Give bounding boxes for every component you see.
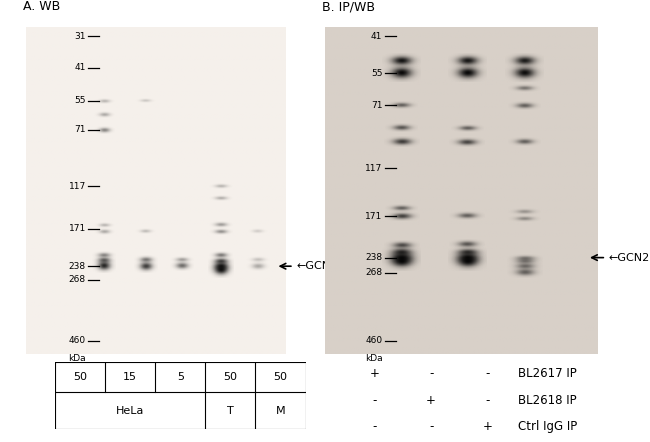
Text: kDa: kDa [365, 354, 382, 363]
Text: 71: 71 [74, 125, 86, 134]
Text: 15: 15 [124, 372, 137, 382]
Text: 55: 55 [74, 96, 86, 106]
Text: 50: 50 [224, 372, 237, 382]
Text: 50: 50 [73, 372, 87, 382]
Text: M: M [276, 405, 285, 415]
Text: -: - [429, 367, 434, 381]
Text: 460: 460 [365, 336, 382, 345]
Text: kDa: kDa [68, 354, 86, 363]
Text: -: - [485, 367, 489, 381]
Text: 268: 268 [69, 275, 86, 284]
Text: 117: 117 [68, 182, 86, 191]
Text: -: - [372, 420, 377, 433]
Text: +: + [370, 367, 380, 381]
Text: -: - [429, 420, 434, 433]
Text: 50: 50 [274, 372, 287, 382]
Text: 117: 117 [365, 164, 382, 173]
Text: Ctrl IgG IP: Ctrl IgG IP [519, 420, 578, 433]
Text: 55: 55 [371, 69, 382, 78]
Text: T: T [227, 405, 234, 415]
Text: +: + [426, 394, 436, 407]
Text: -: - [485, 394, 489, 407]
Text: 171: 171 [365, 212, 382, 221]
Text: HeLa: HeLa [116, 405, 144, 415]
Text: 71: 71 [371, 101, 382, 110]
Text: 41: 41 [74, 63, 86, 72]
Text: 31: 31 [74, 32, 86, 41]
Text: 238: 238 [365, 253, 382, 262]
Text: ←GCN2: ←GCN2 [609, 253, 650, 263]
Text: 268: 268 [365, 268, 382, 277]
Text: 41: 41 [371, 32, 382, 41]
Text: BL2618 IP: BL2618 IP [519, 394, 577, 407]
Text: BL2617 IP: BL2617 IP [519, 367, 577, 381]
Text: -: - [372, 394, 377, 407]
Text: B. IP/WB: B. IP/WB [322, 0, 375, 13]
Text: 171: 171 [68, 225, 86, 233]
Text: A. WB: A. WB [23, 0, 60, 13]
Text: 460: 460 [69, 336, 86, 345]
Text: 238: 238 [69, 262, 86, 271]
Text: +: + [482, 420, 492, 433]
Text: 5: 5 [177, 372, 184, 382]
Text: ←GCN2: ←GCN2 [296, 261, 337, 271]
